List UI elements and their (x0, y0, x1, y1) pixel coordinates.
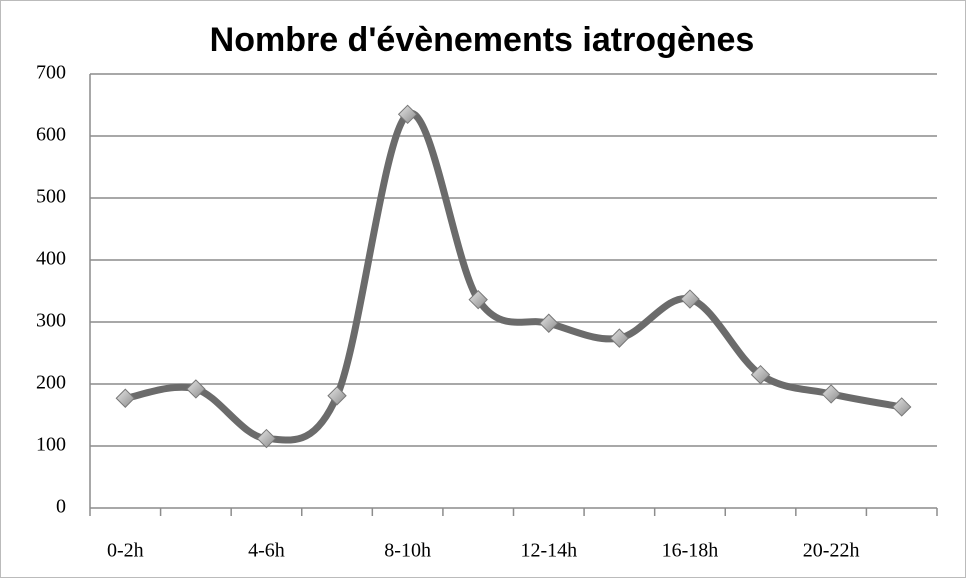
y-tick-label: 0 (56, 496, 66, 518)
point-marker (609, 328, 630, 348)
y-tick-label: 200 (36, 372, 66, 394)
y-tick-label: 500 (36, 186, 66, 208)
x-tick-label: 16-18h (662, 540, 719, 562)
x-tick-label: 12-14h (520, 540, 577, 562)
point-marker (750, 364, 771, 385)
point-marker (680, 289, 700, 309)
x-tick-label: 8-10h (384, 540, 431, 562)
point-marker (397, 104, 418, 125)
y-tick-label: 300 (36, 310, 66, 332)
x-tick-label: 0-2h (107, 540, 144, 562)
y-tick-label: 700 (36, 62, 66, 84)
y-tick-label: 400 (36, 248, 66, 270)
point-marker (327, 386, 347, 406)
point-marker (256, 428, 277, 449)
point-marker (468, 289, 488, 310)
x-tick-label: 20-22h (803, 540, 860, 562)
point-marker (539, 313, 559, 333)
point-marker (115, 388, 135, 408)
y-tick-label: 600 (36, 124, 66, 146)
point-marker (186, 379, 206, 399)
y-tick-label: 100 (36, 434, 66, 456)
chart-title: Nombre d'évènements iatrogènes (210, 21, 755, 59)
point-marker (892, 397, 912, 417)
point-marker (821, 384, 841, 404)
x-tick-label: 4-6h (248, 540, 285, 562)
